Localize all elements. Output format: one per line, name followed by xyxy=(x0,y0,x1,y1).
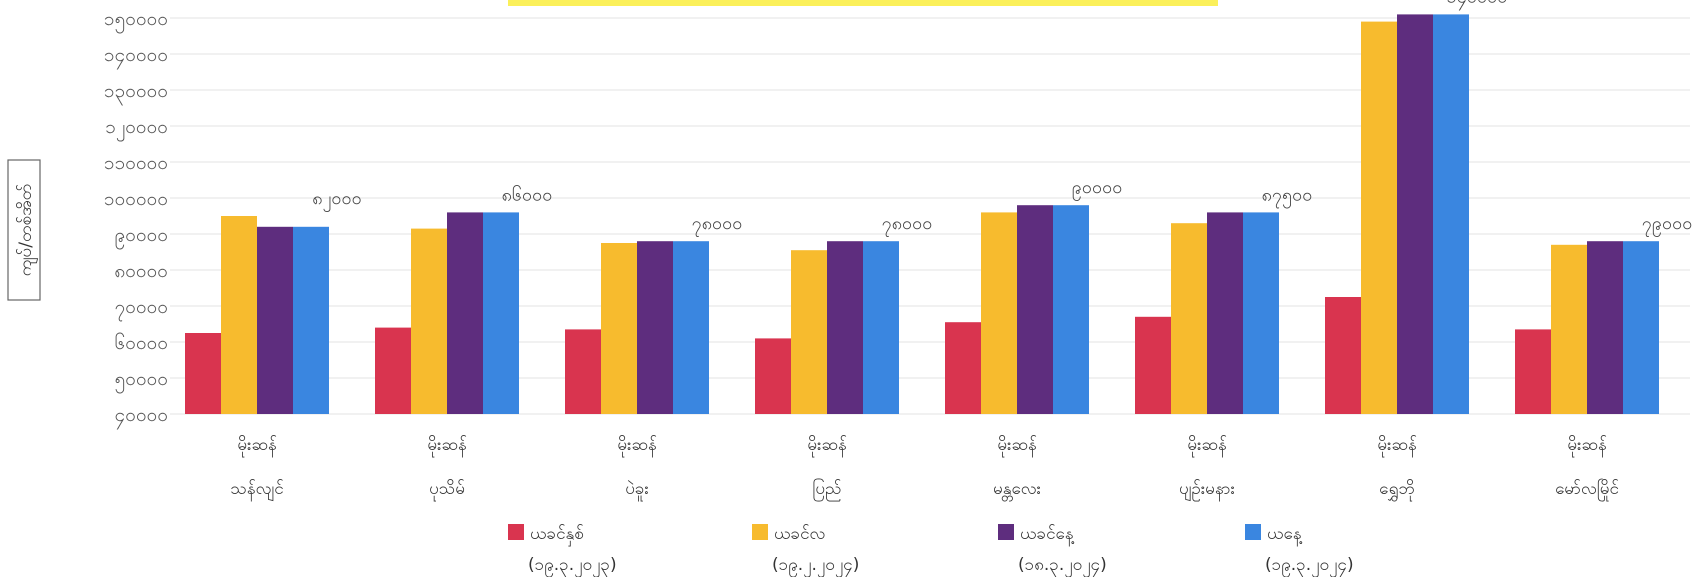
bar xyxy=(1433,14,1469,415)
bar xyxy=(1135,316,1171,414)
legend-swatch xyxy=(998,524,1014,540)
category-label-line2: မော်လမြိုင် xyxy=(1555,477,1619,502)
bar xyxy=(565,329,601,414)
y-tick-label: ၁၃၀၀၀၀ xyxy=(104,80,168,106)
category-label-line1: မိုးဆန် xyxy=(1567,435,1606,458)
bar xyxy=(1361,21,1397,414)
category-label-line2: ရွှေဘို xyxy=(1379,479,1415,502)
bar xyxy=(1551,244,1587,414)
bar xyxy=(257,226,293,414)
value-label: ၇၈၀၀၀ xyxy=(692,213,743,237)
category-label-line2: ပျဉ်းမနား xyxy=(1179,479,1235,502)
category-label-line2: မန္တလေး xyxy=(993,479,1041,502)
y-tick-label: ၉၀၀၀၀ xyxy=(115,224,168,250)
legend-swatch xyxy=(752,524,768,540)
legend-swatch xyxy=(508,524,524,540)
y-tick-label: ၁၄၀၀၀၀ xyxy=(104,44,168,70)
category-label-line1: မိုးဆန် xyxy=(1187,435,1226,458)
bar xyxy=(1017,205,1053,414)
bar xyxy=(863,241,899,414)
legend-date: (၁၉.၃.၂၀၂၄) xyxy=(1265,555,1354,577)
bar xyxy=(755,338,791,414)
y-tick-label: ၁၂၀၀၀၀ xyxy=(105,116,168,142)
y-tick-label: ၁၁၀၀၀၀ xyxy=(104,152,168,174)
legend-label: ယနေ့ xyxy=(1267,524,1302,547)
category-label-line2: ပြည် xyxy=(813,477,842,502)
category-label-line1: မိုးဆန် xyxy=(617,435,656,458)
value-label: ၈၇၅၀၀ xyxy=(1262,184,1313,208)
y-tick-label: ၆၀၀၀၀ xyxy=(115,331,168,354)
y-tick-label: ၅၀၀၀၀ xyxy=(115,368,168,394)
bar xyxy=(1587,241,1623,414)
bars xyxy=(185,14,1659,415)
bar xyxy=(185,333,221,414)
category-label-line1: မိုးဆန် xyxy=(997,435,1036,458)
bar xyxy=(1515,329,1551,414)
bar xyxy=(221,216,257,414)
category-label-line2: ပုသိမ် xyxy=(429,479,465,502)
bar xyxy=(411,228,447,414)
y-tick-label: ၁၀၀၀၀၀ xyxy=(104,188,168,210)
bar xyxy=(1207,212,1243,414)
y-axis-ticks: ၄၀၀၀၀ ၅၀၀၀၀ ၆၀၀၀၀ ၇၀၀၀၀ ၈၀၀၀၀ ၉၀၀၀၀ ၁၀၀၀၀၀ ၁၁၀၀… xyxy=(104,8,168,430)
bar xyxy=(1243,212,1279,414)
bar xyxy=(1325,297,1361,414)
y-axis-label: ကျပ်/တစ်အိတ် xyxy=(7,159,41,301)
legend-label: ယခင်နှစ် xyxy=(530,524,584,547)
bar xyxy=(483,212,519,414)
value-label: ၁၄၀၀၀၀ xyxy=(1447,0,1508,10)
legend-date: (၁၈.၃.၂၀၂၄) xyxy=(1018,555,1107,577)
category-label-line2: ပဲခူး xyxy=(625,479,649,502)
y-axis-label-text: ကျပ်/တစ်အိတ် xyxy=(15,184,39,277)
y-tick-label: ၄၀၀၀၀ xyxy=(115,404,168,430)
bar xyxy=(981,212,1017,414)
category-label-line1: မိုးဆန် xyxy=(1377,435,1416,458)
legend-swatch xyxy=(1245,524,1261,540)
legend-date: (၁၉.၃.၂၀၂၃) xyxy=(528,555,617,577)
bar xyxy=(293,226,329,414)
x-axis-categories: မိုးဆန်သန်လျင် မိုးဆန်ပုသိမ် မိုးဆန်ပဲခူး မ… xyxy=(230,435,1619,502)
category-label-line1: မိုးဆန် xyxy=(237,435,276,458)
title-banner xyxy=(508,0,1218,6)
y-tick-label: ၇၀၀၀၀ xyxy=(115,296,168,322)
bar xyxy=(375,327,411,414)
bar xyxy=(827,241,863,414)
y-tick-label: ၁၅၀၀၀၀ xyxy=(104,8,168,34)
category-label-line2: သန်လျင် xyxy=(230,479,283,502)
value-label: ၉၀၀၀၀ xyxy=(1072,177,1123,201)
y-tick-label: ၈၀၀၀၀ xyxy=(114,260,168,282)
bar xyxy=(1171,223,1207,414)
legend: ယခင်နှစ် (၁၉.၃.၂၀၂၃) ယခင်လ (၁၉.၂.၂၀၂၄) ယခင်န… xyxy=(508,524,1354,577)
value-label: ၇၉၀၀၀ xyxy=(1642,213,1693,237)
bar xyxy=(1397,14,1433,415)
bar xyxy=(1623,241,1659,414)
legend-label: ယခင်နေ့ xyxy=(1020,524,1074,547)
legend-label: ယခင်လ xyxy=(774,524,825,544)
bar xyxy=(945,322,981,414)
category-label-line1: မိုးဆန် xyxy=(427,435,466,458)
value-label: ၈၆၀၀၀ xyxy=(502,184,553,205)
bar xyxy=(791,250,827,414)
bar xyxy=(673,241,709,414)
bar xyxy=(601,243,637,414)
value-label: ၇၈၀၀၀ xyxy=(882,213,933,237)
bar xyxy=(447,212,483,414)
bar xyxy=(637,241,673,414)
value-label: ၈၂၀၀၀ xyxy=(312,188,362,212)
legend-date: (၁၉.၂.၂၀၂၄) xyxy=(772,555,859,577)
category-label-line1: မိုးဆန် xyxy=(807,435,846,458)
bar xyxy=(1053,205,1089,414)
